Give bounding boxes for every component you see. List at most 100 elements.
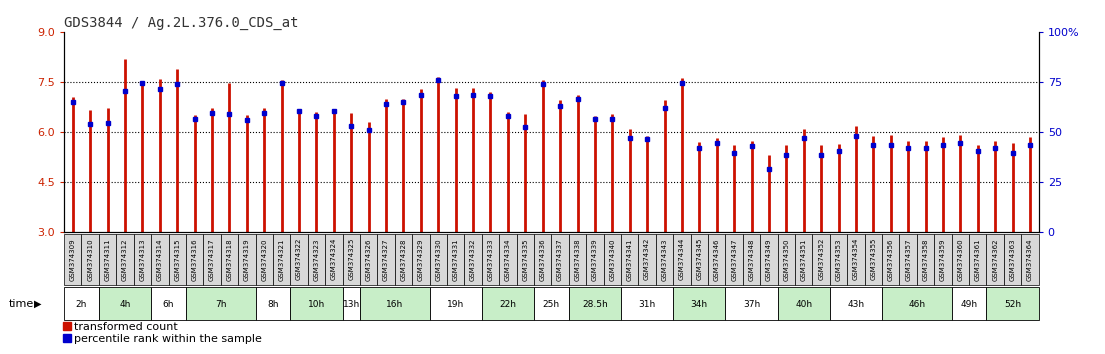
Bar: [603, 234, 621, 285]
Bar: [482, 234, 499, 285]
Bar: [134, 234, 151, 285]
Text: GSM374317: GSM374317: [209, 238, 215, 281]
Bar: [534, 287, 569, 320]
Bar: [534, 234, 551, 285]
Text: GSM374312: GSM374312: [122, 238, 128, 281]
Text: GSM374340: GSM374340: [609, 238, 615, 281]
Text: GSM374332: GSM374332: [470, 238, 476, 281]
Bar: [586, 234, 603, 285]
Text: GSM374339: GSM374339: [592, 238, 598, 281]
Text: 2h: 2h: [76, 300, 87, 309]
Bar: [899, 234, 917, 285]
Bar: [430, 234, 446, 285]
Bar: [656, 234, 673, 285]
Bar: [151, 234, 168, 285]
Bar: [291, 287, 343, 320]
Bar: [726, 234, 743, 285]
Text: GSM374321: GSM374321: [278, 238, 285, 281]
Bar: [186, 287, 255, 320]
Bar: [639, 234, 655, 285]
Text: GSM374346: GSM374346: [714, 238, 719, 281]
Text: GSM374353: GSM374353: [835, 238, 842, 281]
Text: ▶: ▶: [34, 299, 42, 309]
Bar: [864, 234, 882, 285]
Text: GSM374322: GSM374322: [296, 238, 302, 280]
Text: GSM374348: GSM374348: [748, 238, 755, 281]
Text: GSM374320: GSM374320: [261, 238, 267, 281]
Text: GSM374333: GSM374333: [487, 238, 494, 281]
Text: 49h: 49h: [960, 300, 978, 309]
Bar: [412, 234, 430, 285]
Text: 16h: 16h: [386, 300, 403, 309]
Bar: [569, 287, 621, 320]
Text: GDS3844 / Ag.2L.376.0_CDS_at: GDS3844 / Ag.2L.376.0_CDS_at: [64, 16, 298, 30]
Legend: transformed count, percentile rank within the sample: transformed count, percentile rank withi…: [64, 322, 262, 344]
Bar: [116, 234, 134, 285]
Text: GSM374355: GSM374355: [871, 238, 876, 280]
Text: GSM374324: GSM374324: [330, 238, 337, 280]
Text: GSM374335: GSM374335: [523, 238, 528, 281]
Text: 40h: 40h: [796, 300, 812, 309]
Text: 25h: 25h: [543, 300, 560, 309]
Text: GSM374328: GSM374328: [400, 238, 407, 281]
Bar: [726, 287, 778, 320]
Bar: [377, 234, 394, 285]
Bar: [343, 287, 360, 320]
Text: 4h: 4h: [119, 300, 130, 309]
Bar: [82, 234, 99, 285]
Text: GSM374359: GSM374359: [940, 238, 946, 281]
Bar: [794, 234, 812, 285]
Bar: [64, 287, 99, 320]
Text: 37h: 37h: [743, 300, 760, 309]
Text: GSM374310: GSM374310: [87, 238, 93, 281]
Bar: [812, 234, 830, 285]
Bar: [760, 234, 778, 285]
Text: GSM374341: GSM374341: [627, 238, 633, 281]
Text: GSM374354: GSM374354: [853, 238, 859, 280]
Bar: [569, 234, 586, 285]
Text: 19h: 19h: [448, 300, 464, 309]
Bar: [882, 287, 951, 320]
Bar: [551, 234, 569, 285]
Text: GSM374334: GSM374334: [505, 238, 511, 281]
Text: 43h: 43h: [848, 300, 864, 309]
Bar: [778, 234, 794, 285]
Bar: [673, 234, 691, 285]
Bar: [691, 234, 708, 285]
Text: 7h: 7h: [215, 300, 227, 309]
Bar: [464, 234, 482, 285]
Bar: [360, 234, 377, 285]
Text: GSM374344: GSM374344: [678, 238, 685, 280]
Bar: [343, 234, 360, 285]
Bar: [987, 234, 1003, 285]
Bar: [360, 287, 430, 320]
Text: GSM374318: GSM374318: [227, 238, 232, 281]
Text: GSM374345: GSM374345: [696, 238, 703, 280]
Bar: [743, 234, 760, 285]
Bar: [1003, 234, 1021, 285]
Text: GSM374356: GSM374356: [887, 238, 894, 281]
Bar: [239, 234, 255, 285]
Bar: [221, 234, 239, 285]
Text: 6h: 6h: [162, 300, 175, 309]
Bar: [99, 234, 116, 285]
Bar: [273, 234, 291, 285]
Text: 46h: 46h: [908, 300, 925, 309]
Bar: [99, 287, 151, 320]
Bar: [446, 234, 464, 285]
Text: 22h: 22h: [499, 300, 516, 309]
Text: GSM374363: GSM374363: [1010, 238, 1015, 281]
Bar: [882, 234, 899, 285]
Text: GSM374349: GSM374349: [766, 238, 772, 281]
Text: GSM374350: GSM374350: [783, 238, 789, 281]
Text: GSM374343: GSM374343: [662, 238, 667, 281]
Text: GSM374338: GSM374338: [575, 238, 580, 281]
Bar: [291, 234, 307, 285]
Text: GSM374315: GSM374315: [175, 238, 180, 281]
Text: 10h: 10h: [308, 300, 325, 309]
Text: 31h: 31h: [639, 300, 655, 309]
Text: 8h: 8h: [267, 300, 278, 309]
Bar: [951, 287, 987, 320]
Bar: [830, 234, 848, 285]
Text: GSM374323: GSM374323: [314, 238, 319, 281]
